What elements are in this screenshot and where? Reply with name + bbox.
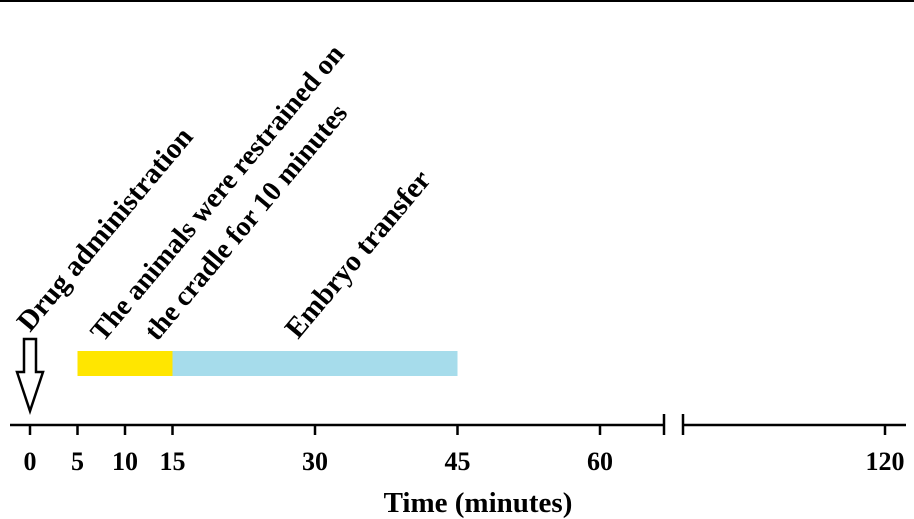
tick-label-30: 30 — [302, 447, 328, 476]
tick-label-120: 120 — [866, 447, 905, 476]
phase-bars — [77, 351, 458, 376]
tick-label-0: 0 — [24, 447, 37, 476]
tick-label-15: 15 — [160, 447, 186, 476]
top-border — [0, 0, 914, 2]
axis-ticks: 0 5 10 15 30 45 60 120 — [24, 425, 905, 476]
embryo-transfer-label: Embryo transfer — [279, 164, 438, 344]
bar-embryo-transfer — [172, 351, 458, 376]
axis-title: Time (minutes) — [384, 487, 573, 519]
bar-restraint — [77, 351, 173, 376]
tick-label-10: 10 — [112, 447, 138, 476]
drug-arrow-icon — [15, 337, 45, 415]
tick-label-45: 45 — [445, 447, 471, 476]
tick-label-5: 5 — [71, 447, 84, 476]
tick-label-60: 60 — [587, 447, 613, 476]
